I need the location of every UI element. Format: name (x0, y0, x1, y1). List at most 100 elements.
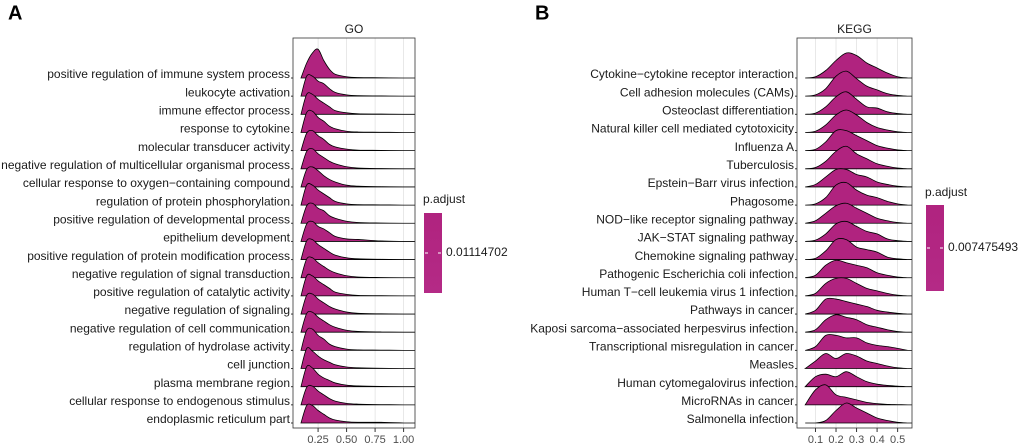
y-tick-label: epithelium development (163, 231, 290, 245)
y-tick-label: Measles (749, 358, 794, 372)
ridge (805, 277, 912, 297)
ridge (300, 48, 415, 79)
ridge (300, 327, 415, 351)
ridge (300, 310, 415, 333)
legend-colorbar (424, 213, 442, 293)
ridge (300, 364, 415, 388)
ridge (805, 220, 912, 242)
panel-label: B (535, 2, 549, 24)
y-tick-label: Epstein−Barr virus infection (648, 176, 794, 190)
ridge (803, 353, 912, 369)
ridge (300, 109, 415, 133)
y-tick-label: MicroRNAs in cancer (681, 394, 794, 408)
y-tick-label: Natural killer cell mediated cytotoxicit… (591, 122, 794, 136)
ridge (804, 384, 912, 406)
ridge (300, 273, 415, 297)
ridge (300, 129, 415, 152)
y-tick-label: Human cytomegalovirus infection (617, 376, 794, 390)
x-tick-label: 0.1 (808, 434, 823, 443)
ridge (805, 181, 912, 206)
ridge (805, 70, 912, 97)
legend-label: 0.01114702 (446, 245, 508, 259)
y-tick-label: molecular transducer activity (138, 140, 290, 154)
y-tick-label: Human T−cell leukemia virus 1 infection (582, 285, 794, 299)
ridge (300, 256, 415, 279)
legend-title: p.adjust (423, 192, 466, 206)
plot-border (796, 37, 913, 429)
legend-title: p.adjust (925, 185, 968, 199)
y-tick-label: Salmonella infection (687, 412, 794, 426)
ridge (805, 259, 912, 279)
ridge (805, 129, 912, 152)
x-tick-label: 0.5 (890, 434, 905, 443)
y-tick-label: plasma membrane region (154, 376, 290, 390)
panel-label: A (8, 2, 22, 24)
y-tick-label: Phagosome (730, 194, 794, 208)
ridge (300, 74, 415, 97)
y-tick-label: positive regulation of developmental pro… (53, 212, 290, 226)
ridge (805, 145, 912, 170)
ridge (805, 402, 912, 424)
ridge (300, 183, 415, 206)
ridge (300, 292, 415, 315)
y-tick-label: cellular response to oxygen−containing c… (23, 176, 290, 190)
x-tick-label: 0.3 (849, 434, 864, 443)
x-tick-label: 0.2 (828, 434, 843, 443)
y-tick-label: Osteoclast differentiation (662, 103, 794, 117)
y-tick-label: cell junction (227, 358, 290, 372)
y-tick-label: leukocyte activation (185, 85, 290, 99)
legend-label: 0.007475493 (948, 240, 1018, 254)
chart-title: GO (345, 22, 364, 36)
ridge (300, 238, 415, 260)
ridge (300, 220, 415, 242)
y-tick-label: Tuberculosis (726, 158, 794, 172)
ridge (300, 403, 415, 424)
y-tick-label: endoplasmic reticulum part (147, 412, 291, 426)
y-tick-label: Kaposi sarcoma−associated herpesvirus in… (530, 321, 794, 335)
x-tick-label: 0.4 (869, 434, 884, 443)
y-tick-label: Influenza A (735, 140, 794, 154)
y-tick-label: Pathways in cancer (690, 303, 794, 317)
x-tick-label: 0.25 (307, 434, 328, 443)
y-tick-label: negative regulation of cell communicatio… (70, 321, 290, 335)
ridge (805, 238, 912, 260)
ridge (300, 166, 415, 188)
chart-title: KEGG (837, 22, 872, 36)
ridge (805, 202, 912, 224)
ridge (805, 168, 912, 188)
y-tick-label: JAK−STAT signaling pathway (638, 231, 794, 245)
y-tick-label: positive regulation of protein modificat… (27, 249, 290, 263)
ridge (300, 202, 415, 224)
y-tick-label: Cytokine−cytokine receptor interaction (590, 67, 794, 81)
ridge (805, 334, 912, 351)
y-tick-label: regulation of hydrolase activity (129, 340, 290, 354)
y-tick-label: negative regulation of multicellular org… (1, 158, 290, 172)
y-tick-label: negative regulation of signaling (125, 303, 290, 317)
y-tick-label: Chemokine signaling pathway (635, 249, 794, 263)
ridge (300, 384, 415, 406)
y-tick-label: Cell adhesion molecules (CAMs) (620, 85, 794, 99)
ridge (804, 371, 912, 388)
plot-border (292, 37, 416, 429)
ridge (805, 297, 912, 315)
ridge (300, 347, 415, 369)
ridge (805, 109, 912, 133)
y-tick-label: positive regulation of catalytic activit… (93, 285, 290, 299)
y-tick-label: Pathogenic Escherichia coli infection (599, 267, 794, 281)
y-tick-label: immune effector process (159, 103, 290, 117)
x-tick-label: 0.75 (364, 434, 385, 443)
y-tick-label: regulation of protein phosphorylation (96, 194, 290, 208)
ridge (805, 314, 912, 333)
y-tick-label: cellular response to endogenous stimulus (69, 394, 290, 408)
ridge (300, 148, 415, 170)
ridge (805, 91, 912, 115)
y-tick-label: NOD−like receptor signaling pathway (596, 212, 794, 226)
legend-colorbar (926, 205, 944, 291)
y-tick-label: response to cytokine (180, 122, 290, 136)
y-tick-label: positive regulation of immune system pro… (47, 67, 290, 81)
x-tick-label: 0.50 (336, 434, 357, 443)
x-tick-label: 1.00 (393, 434, 414, 443)
y-tick-label: negative regulation of signal transducti… (72, 267, 290, 281)
ridge (300, 92, 415, 115)
